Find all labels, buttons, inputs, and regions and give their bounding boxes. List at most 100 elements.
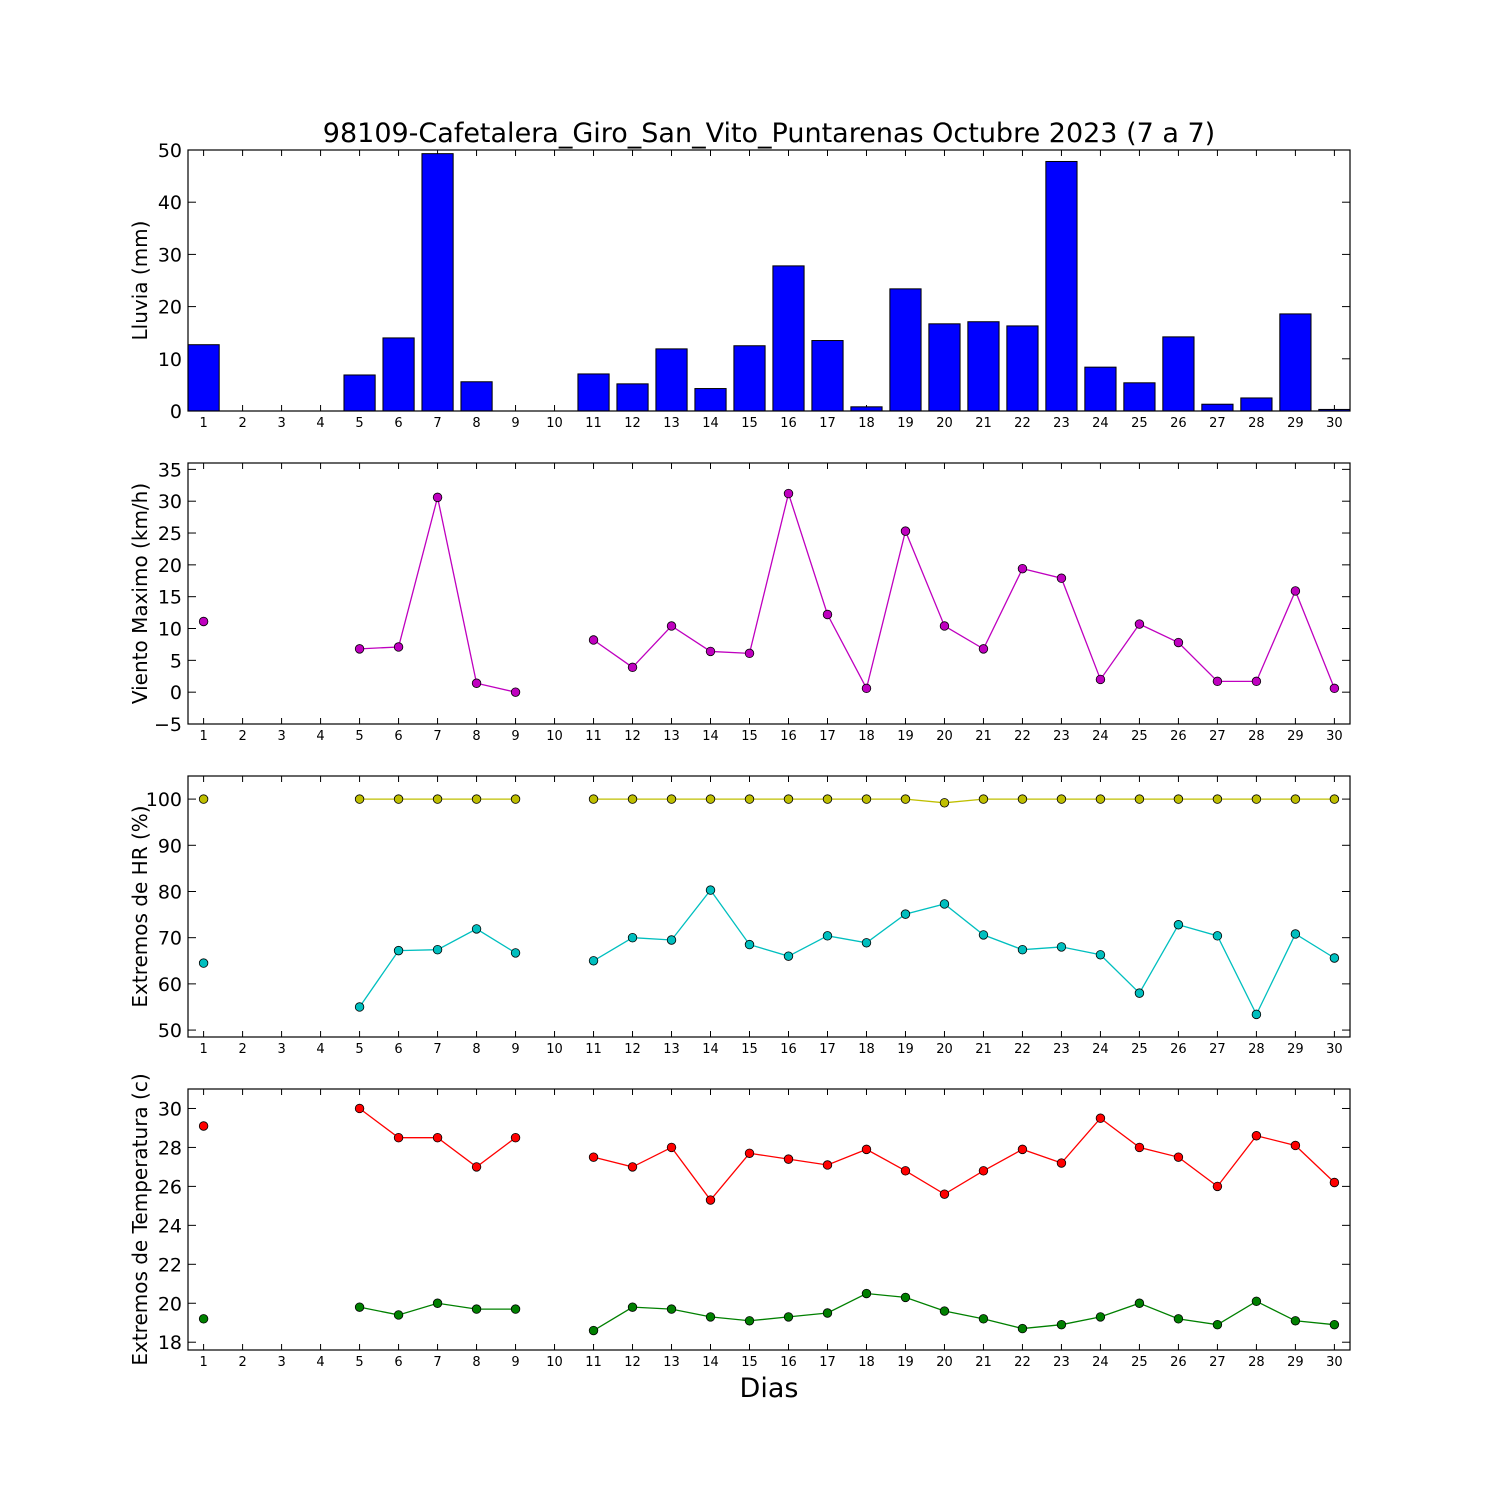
x-tick-label: 5 <box>355 416 363 431</box>
rain-bar-day-7 <box>421 153 454 412</box>
x-tick-label: 10 <box>546 1355 563 1370</box>
x-tick-label: 18 <box>858 416 875 431</box>
x-tick-label: 14 <box>702 1042 719 1057</box>
series-2-point-day-15 <box>744 939 755 950</box>
chart-title: 98109-Cafetalera_Giro_San_Vito_Puntarena… <box>323 118 1215 149</box>
series-2-point-day-9 <box>510 948 521 958</box>
rain-bar-day-13 <box>655 348 688 412</box>
series-1-point-day-13 <box>666 1142 677 1153</box>
x-tick-label: 15 <box>741 1355 758 1370</box>
y-tick-label: 0 <box>170 401 182 423</box>
x-tick-label: 24 <box>1092 1355 1109 1370</box>
x-tick-label: 19 <box>897 1042 914 1057</box>
x-tick-label: 27 <box>1209 729 1226 744</box>
series-1-point-day-20 <box>939 798 950 808</box>
series-1-point-day-11 <box>588 794 599 804</box>
rain-bar-day-18 <box>850 406 883 412</box>
plot-frame <box>187 149 1351 412</box>
x-tick-label: 18 <box>858 1355 875 1370</box>
series-1-point-day-1 <box>198 616 209 627</box>
y-tick-label: 30 <box>158 491 182 513</box>
series-2-point-day-29 <box>1290 929 1301 939</box>
x-tick-label: 24 <box>1092 416 1109 431</box>
x-tick-label: 4 <box>316 729 324 744</box>
x-tick-label: 26 <box>1170 1042 1187 1057</box>
rain-bar-day-16 <box>772 265 805 412</box>
x-tick-label: 13 <box>663 729 680 744</box>
series-2-point-day-19 <box>900 909 911 919</box>
series-2-point-day-13 <box>666 1304 677 1314</box>
series-1-point-day-18 <box>861 1144 872 1155</box>
y-tick-label: 40 <box>158 192 182 214</box>
series-1-point-day-20 <box>939 621 950 631</box>
x-tick-label: 6 <box>394 416 402 431</box>
x-tick-label: 11 <box>585 729 602 744</box>
x-tick-label: 21 <box>975 1355 992 1370</box>
series-1-point-day-27 <box>1212 676 1223 687</box>
series-1-point-day-19 <box>900 526 911 536</box>
x-tick-label: 11 <box>585 416 602 431</box>
series-1-point-day-14 <box>705 794 716 804</box>
series-2-point-day-7 <box>432 944 443 955</box>
rain-bar-day-27 <box>1201 403 1234 412</box>
x-tick-label: 8 <box>472 1042 480 1057</box>
x-tick-label: 12 <box>624 1355 641 1370</box>
x-tick-label: 20 <box>936 1355 953 1370</box>
x-tick-label: 7 <box>433 416 441 431</box>
rain-bar-day-1 <box>187 344 220 412</box>
x-tick-label: 4 <box>316 416 324 431</box>
y-tick-label: 80 <box>158 881 182 903</box>
x-tick-label: 10 <box>546 1042 563 1057</box>
series-1-point-day-25 <box>1134 794 1145 804</box>
x-tick-label: 24 <box>1092 1042 1109 1057</box>
x-tick-label: 23 <box>1053 729 1070 744</box>
series-1-point-day-7 <box>432 794 443 804</box>
series-1-point-day-22 <box>1017 794 1028 804</box>
series-2-point-day-20 <box>939 1306 950 1316</box>
rain-bar-day-11 <box>577 373 610 412</box>
rain-bar-day-26 <box>1162 336 1195 412</box>
series-1-point-day-11 <box>588 1152 599 1162</box>
x-tick-label: 4 <box>316 1042 324 1057</box>
series-1-point-day-24 <box>1095 1113 1106 1123</box>
x-tick-label: 19 <box>897 1355 914 1370</box>
series-2-point-day-30 <box>1329 1319 1340 1330</box>
series-2-point-day-29 <box>1290 1316 1301 1326</box>
series-1-point-day-23 <box>1056 1158 1067 1168</box>
series-2-point-day-25 <box>1134 988 1145 998</box>
x-tick-label: 4 <box>316 1355 324 1370</box>
series-2-point-day-12 <box>627 1302 638 1312</box>
series-2-point-day-17 <box>822 931 833 941</box>
x-tick-label: 19 <box>897 729 914 744</box>
series-2-point-day-1 <box>198 958 209 968</box>
x-tick-label: 30 <box>1326 1355 1343 1370</box>
series-2-point-day-23 <box>1056 942 1067 952</box>
series-2-line <box>593 1292 1335 1332</box>
x-tick-label: 29 <box>1287 729 1304 744</box>
x-tick-label: 1 <box>199 729 207 744</box>
y-tick-label: 24 <box>158 1215 182 1237</box>
y-tick-label: 26 <box>158 1176 182 1198</box>
x-tick-label: 24 <box>1092 729 1109 744</box>
rain-bar-day-25 <box>1123 382 1156 412</box>
x-tick-label: 3 <box>277 729 285 744</box>
x-tick-label: 25 <box>1131 416 1148 431</box>
x-tick-label: 11 <box>585 1042 602 1057</box>
y-tick-label: 30 <box>158 244 182 266</box>
x-tick-label: 6 <box>394 729 402 744</box>
x-tick-label: 2 <box>238 729 246 744</box>
x-tick-label: 5 <box>355 1042 363 1057</box>
x-tick-label: 17 <box>819 729 836 744</box>
series-1-point-day-7 <box>432 1132 443 1143</box>
x-tick-label: 14 <box>702 1355 719 1370</box>
series-1-point-day-9 <box>510 794 521 804</box>
series-1-point-day-28 <box>1251 794 1262 804</box>
series-1-point-day-18 <box>861 794 872 804</box>
x-tick-label: 26 <box>1170 1355 1187 1370</box>
x-tick-label: 30 <box>1326 1042 1343 1057</box>
x-tick-label: 13 <box>663 1042 680 1057</box>
series-1-point-day-12 <box>627 662 638 673</box>
y-tick-label: 18 <box>158 1332 182 1354</box>
